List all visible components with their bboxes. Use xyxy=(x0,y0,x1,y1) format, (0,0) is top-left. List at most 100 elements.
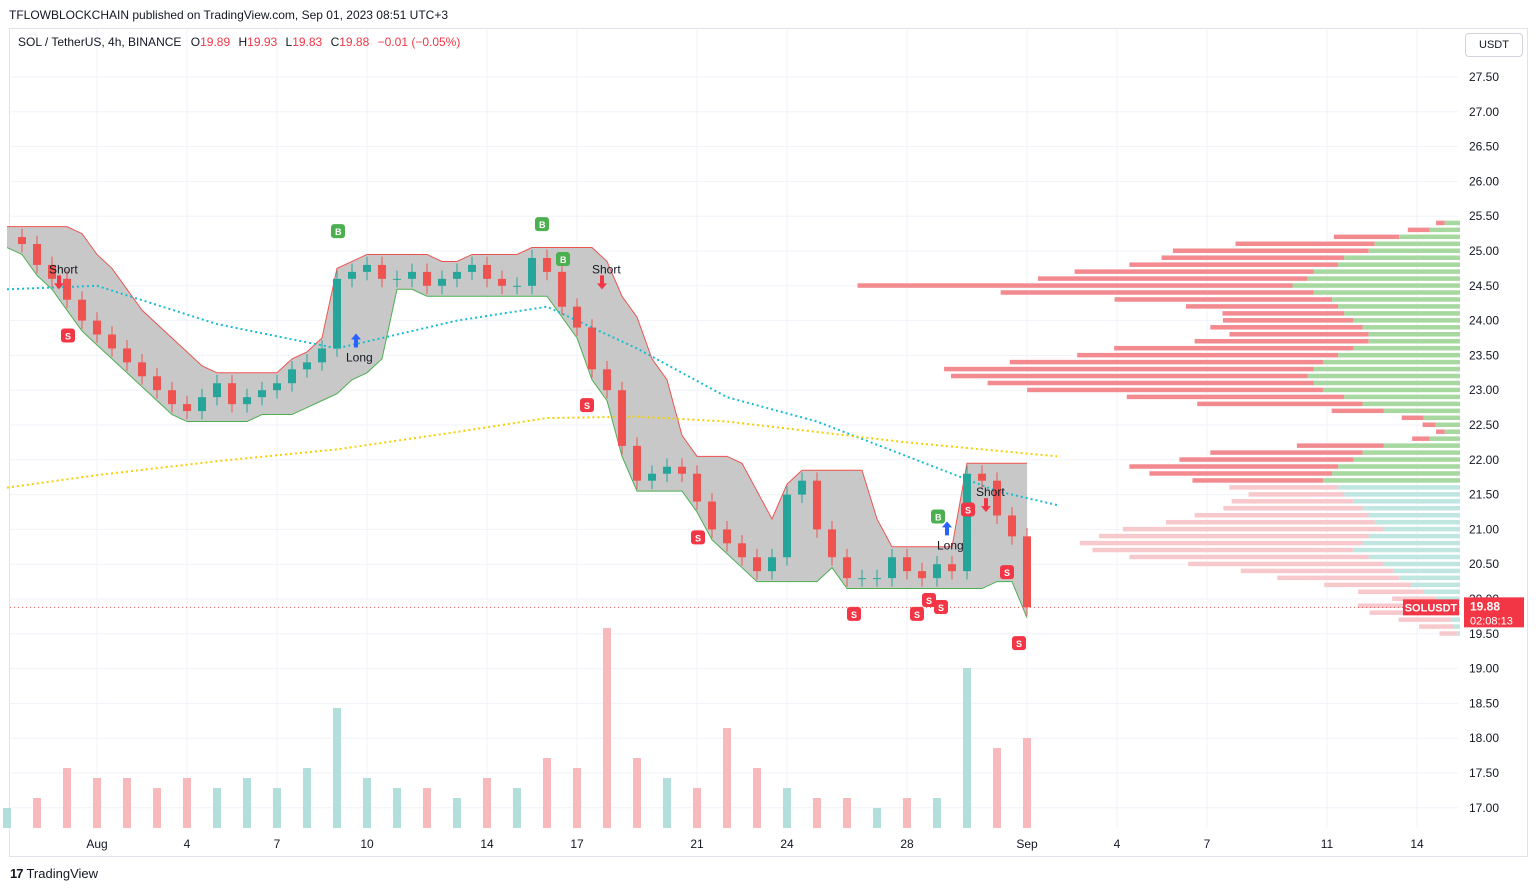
volume-profile-down-bar xyxy=(944,366,1314,372)
buy-marker-label: B xyxy=(560,255,567,265)
candle-down xyxy=(378,264,386,279)
volume-profile-down-bar xyxy=(1333,234,1400,240)
volume-profile-down-bar xyxy=(1248,492,1345,497)
volume-profile-down-bar xyxy=(1398,617,1451,622)
sell-marker xyxy=(691,530,705,545)
symbol-price-tag xyxy=(1403,599,1459,616)
cloud-lower-edge xyxy=(6,247,1028,618)
volume-bar xyxy=(873,808,881,828)
candle-down xyxy=(1008,515,1016,537)
candle-down xyxy=(93,320,101,335)
sell-marker xyxy=(910,606,924,621)
x-axis-tick-label: 4 xyxy=(184,837,191,851)
candle-down xyxy=(693,473,701,502)
candle-down xyxy=(753,557,761,572)
buy-marker xyxy=(931,509,945,524)
volume-profile-up-bar xyxy=(1313,380,1460,386)
candle-up xyxy=(333,278,341,349)
volume-bar xyxy=(963,668,971,828)
volume-profile-down-bar xyxy=(1392,596,1436,601)
y-axis-tick-label: 22.50 xyxy=(1469,418,1499,432)
volume-profile-up-bar xyxy=(1307,276,1460,281)
volume-bar xyxy=(783,788,791,828)
candle-down xyxy=(843,557,851,579)
volume-profile-down-bar xyxy=(1436,220,1445,226)
volume-bar xyxy=(423,788,431,828)
candle-up xyxy=(768,557,776,572)
candle-down xyxy=(123,348,131,363)
candle-down xyxy=(588,327,596,370)
legend-close-label: C xyxy=(330,35,340,49)
sell-marker-label: S xyxy=(1004,568,1010,578)
currency-button[interactable]: USDT xyxy=(1465,33,1523,57)
candle-down xyxy=(33,244,41,265)
candle-up xyxy=(858,578,866,580)
legend-symbol[interactable]: SOL / TetherUS, 4h, BINANCE xyxy=(18,35,182,49)
y-axis-tick-label: 19.50 xyxy=(1469,627,1499,641)
sell-marker xyxy=(1000,565,1014,580)
last-price-badge xyxy=(1464,597,1524,628)
candle-up xyxy=(798,480,806,495)
volume-profile-up-bar xyxy=(1399,234,1460,240)
volume-profile-up-bar xyxy=(1429,436,1460,441)
y-axis-tick-label: 26.00 xyxy=(1469,174,1499,188)
sell-marker-label: S xyxy=(914,610,920,620)
x-axis-tick-label: 11 xyxy=(1321,837,1334,851)
candle-down xyxy=(573,306,581,328)
volume-profile-up-bar xyxy=(1338,485,1460,490)
footer: 17 TradingView xyxy=(10,866,98,881)
volume-profile-down-bar xyxy=(1188,561,1384,567)
candle-up xyxy=(408,271,416,279)
volume-profile-up-bar xyxy=(1322,478,1460,483)
published-by-line: TFLOWBLOCKCHAIN published on TradingView… xyxy=(9,8,449,22)
candle-up xyxy=(648,473,656,481)
long-arrow-icon xyxy=(942,521,952,536)
candle-up xyxy=(438,278,446,286)
volume-profile-up-bar xyxy=(1429,227,1460,233)
volume-profile-up-bar xyxy=(1332,471,1460,476)
candle-down xyxy=(618,390,626,446)
volume-profile-down-bar xyxy=(1129,464,1339,469)
volume-profile-up-bar xyxy=(1353,457,1460,462)
tradingview-logo-icon[interactable]: 17 xyxy=(10,866,24,881)
volume-bar xyxy=(543,758,551,828)
candle-down xyxy=(138,362,146,377)
volume-profile-up-bar xyxy=(1322,387,1460,393)
volume-profile-up-bar xyxy=(1435,596,1460,601)
volume-profile-up-bar xyxy=(1344,394,1460,400)
volume-profile-down-bar xyxy=(1126,394,1345,400)
y-axis-tick-label: 21.50 xyxy=(1469,488,1499,502)
volume-profile-up-bar xyxy=(1332,297,1460,302)
signal-label-long: Long xyxy=(937,538,964,552)
volume-profile-up-bar xyxy=(1362,325,1460,330)
candle-down xyxy=(918,571,926,579)
candle-up xyxy=(663,466,671,474)
candle-up xyxy=(243,397,251,405)
candle-up xyxy=(303,362,311,370)
legend-low-label: L xyxy=(285,35,293,49)
short-arrow-icon xyxy=(597,275,607,290)
volume-profile-down-bar xyxy=(857,283,1293,288)
volume-profile-down-bar xyxy=(1222,318,1354,323)
volume-profile-up-bar xyxy=(1423,589,1460,595)
volume-profile-up-bar xyxy=(1338,352,1460,358)
footer-brand[interactable]: TradingView xyxy=(26,866,99,881)
volume-profile-down-bar xyxy=(1079,540,1363,546)
volume-profile-up-bar xyxy=(1353,499,1460,504)
sell-marker xyxy=(1012,636,1026,651)
volume-profile-down-bar xyxy=(1194,338,1369,344)
legend-high-label: H xyxy=(238,35,248,49)
volume-profile-down-bar xyxy=(1194,512,1369,518)
volume-bar xyxy=(93,778,101,828)
volume-bar xyxy=(273,788,281,828)
volume-profile-up-bar xyxy=(1362,450,1460,455)
candle-up xyxy=(783,494,791,558)
y-axis-tick-label: 21.00 xyxy=(1469,522,1499,536)
volume-profile-down-bar xyxy=(1114,345,1354,351)
volume-profile-up-bar xyxy=(1444,429,1460,434)
buy-marker-label: B xyxy=(539,220,546,230)
y-axis-tick-label: 18.00 xyxy=(1469,731,1499,745)
sell-marker-label: S xyxy=(695,533,701,543)
volume-profile-down-bar xyxy=(1324,582,1412,588)
